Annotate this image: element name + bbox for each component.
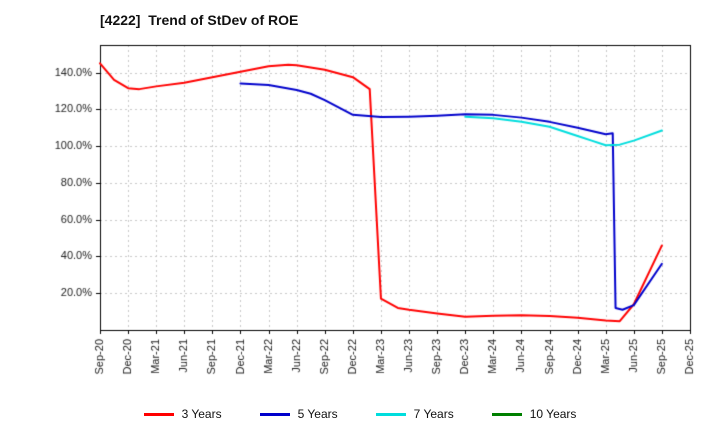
legend-item-5-years: 5 Years <box>259 407 338 421</box>
legend-line-swatch-blue <box>259 412 290 416</box>
legend-line-swatch-green <box>491 412 522 416</box>
legend-item-3-years: 3 Years <box>143 407 222 421</box>
legend-item-10-years: 10 Years <box>491 407 577 421</box>
legend-label: 10 Years <box>529 407 577 421</box>
legend-item-7-years: 7 Years <box>375 407 454 421</box>
legend-label: 7 Years <box>413 407 454 421</box>
legend-label: 5 Years <box>297 407 338 421</box>
legend-line-swatch-cyan <box>375 412 406 416</box>
chart-plot-area <box>0 0 720 402</box>
legend-label: 3 Years <box>181 407 222 421</box>
chart-legend: 3 Years 5 Years 7 Years 10 Years <box>0 407 720 421</box>
legend-line-swatch-red <box>143 412 174 416</box>
